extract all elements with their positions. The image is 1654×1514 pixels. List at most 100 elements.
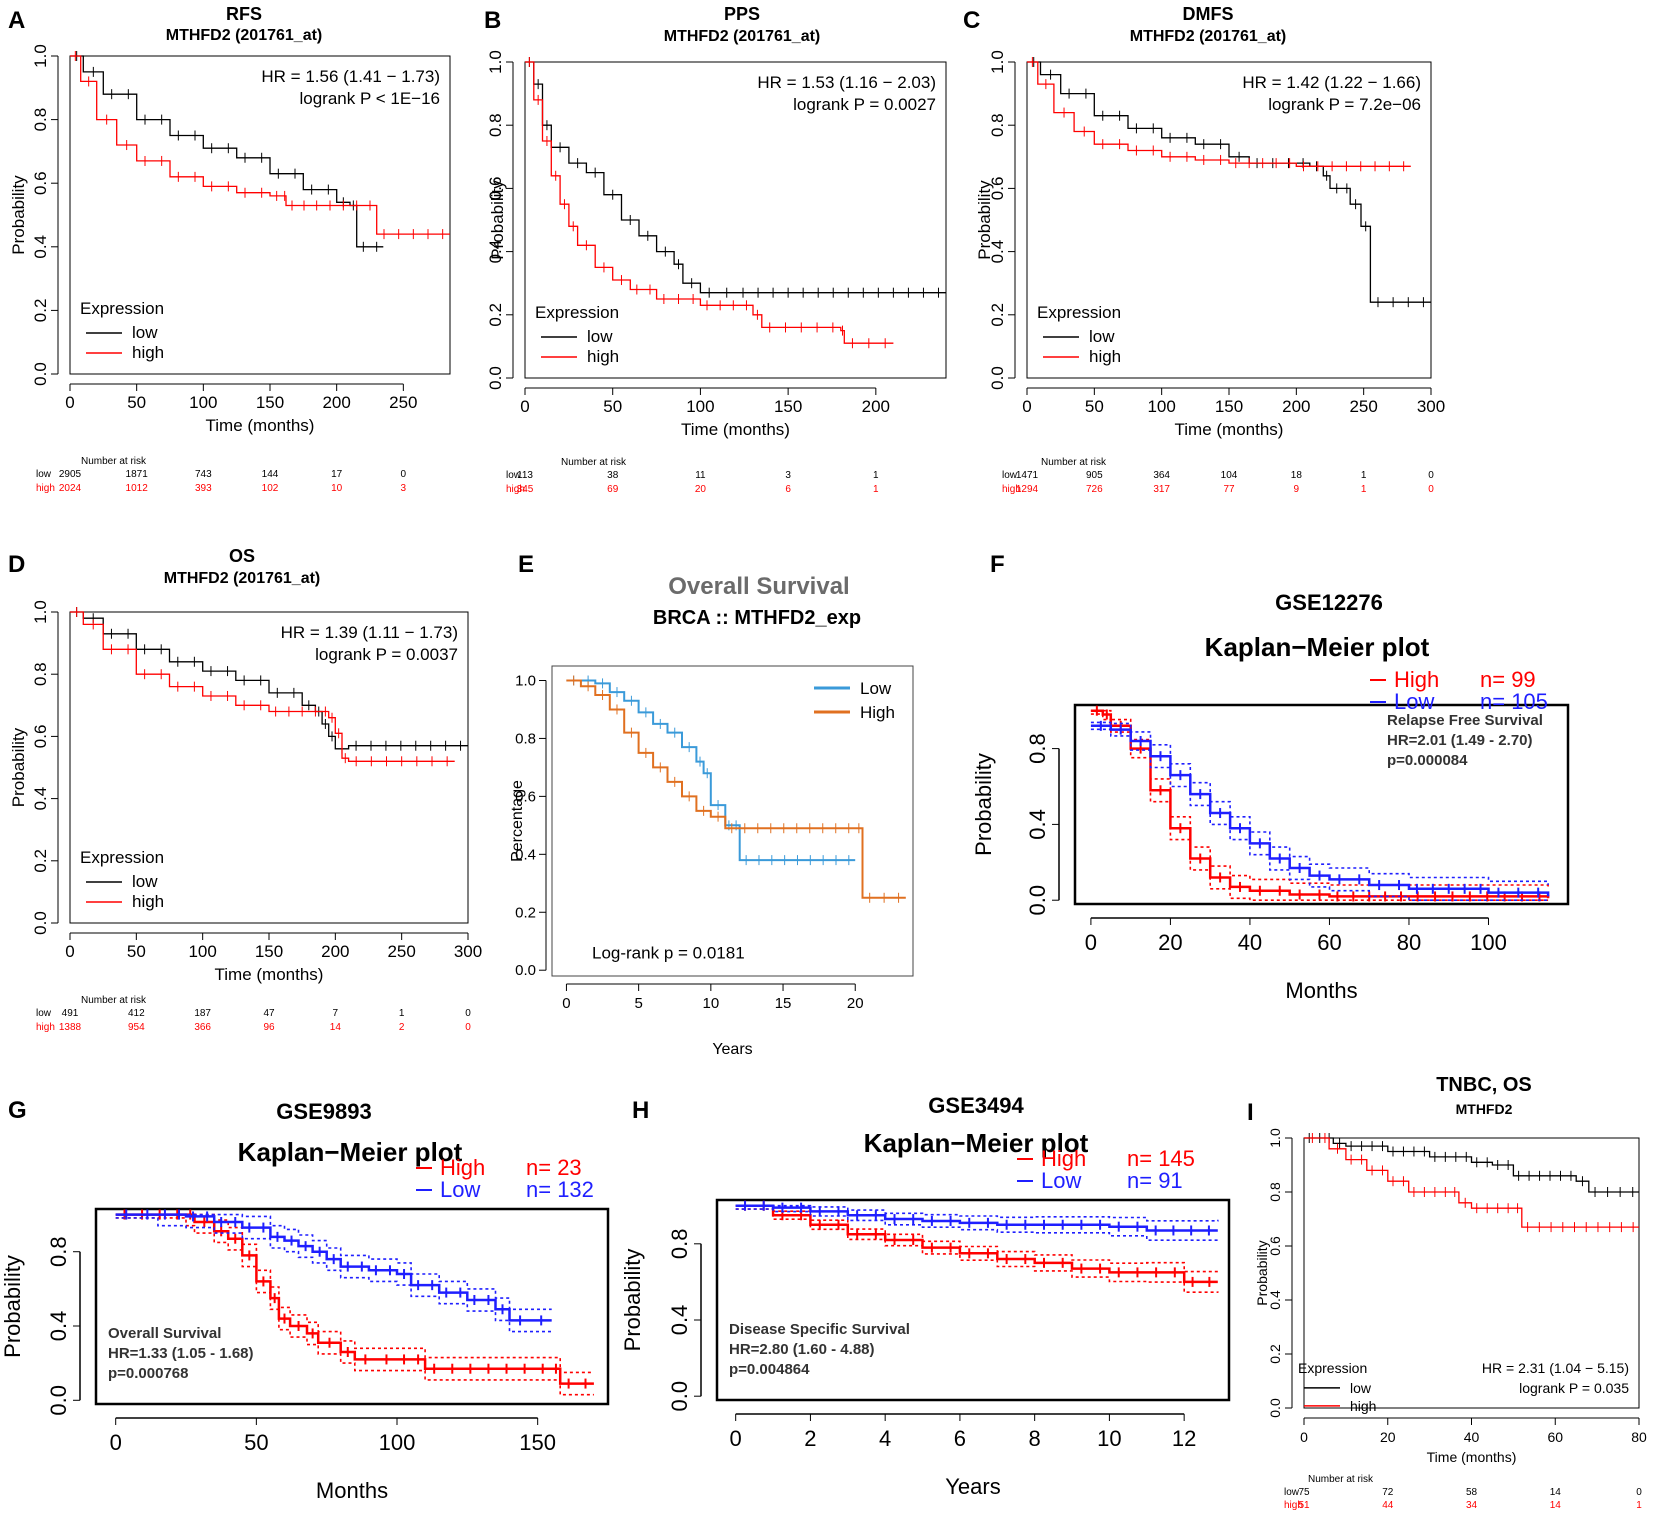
y-tick-label: 1.0 bbox=[515, 672, 536, 689]
y-tick-label: 0.0 bbox=[1267, 1398, 1283, 1418]
risk-value-high: 96 bbox=[263, 1022, 275, 1033]
risk-value-high: 393 bbox=[195, 483, 212, 494]
x-tick-label: 150 bbox=[774, 397, 802, 416]
ci-high bbox=[115, 1213, 594, 1374]
risk-value-low: 113 bbox=[517, 470, 533, 481]
risk-value-high: 1 bbox=[1636, 1500, 1642, 1511]
x-axis-label: Years bbox=[712, 1041, 752, 1058]
y-tick-label: 0.4 bbox=[667, 1305, 692, 1336]
risk-value-low: 412 bbox=[128, 1008, 145, 1019]
risk-value-high: 6 bbox=[785, 484, 791, 495]
legend-label-High: High bbox=[1394, 667, 1439, 692]
panel-F: F GSE12276 Kaplan−Meier plot 0 20 40 60 80 100 Mo… bbox=[971, 551, 1570, 1003]
legend-n-Low: n= 132 bbox=[526, 1177, 594, 1202]
x-tick-label: 0 bbox=[730, 1426, 742, 1451]
panel-letter-B: B bbox=[484, 7, 501, 34]
x-tick-label: 50 bbox=[603, 397, 622, 416]
risk-value-high: 954 bbox=[128, 1022, 145, 1033]
x-tick-label: 100 bbox=[686, 397, 714, 416]
panel-subtitle-I: MTHFD2 bbox=[1456, 1101, 1513, 1117]
x-tick-label: 300 bbox=[1417, 397, 1445, 416]
x-tick-label: 0 bbox=[110, 1430, 122, 1455]
risk-value-low: 3 bbox=[785, 470, 791, 481]
legend-title: Expression bbox=[80, 848, 164, 867]
panel-letter-A: A bbox=[8, 7, 25, 34]
x-tick-label: 100 bbox=[1470, 930, 1507, 955]
panel-letter-F: F bbox=[990, 551, 1005, 578]
risk-value-high: 2024 bbox=[59, 483, 82, 494]
risk-value-low: 0 bbox=[1636, 1487, 1642, 1498]
curve-low bbox=[735, 1204, 1218, 1232]
plot-frame bbox=[1303, 1137, 1640, 1409]
x-tick-label: 0 bbox=[1300, 1429, 1308, 1445]
curve-low bbox=[1090, 724, 1550, 897]
annotation-line: HR=2.80 (1.60 - 4.88) bbox=[729, 1341, 875, 1358]
logrank-text: Log-rank p = 0.0181 bbox=[592, 944, 745, 963]
legend-title: Expression bbox=[535, 303, 619, 322]
risk-title: Number at risk bbox=[81, 456, 147, 467]
risk-value-high: 14 bbox=[330, 1022, 342, 1033]
risk-value-low: 58 bbox=[1466, 1487, 1478, 1498]
x-tick-label: 20 bbox=[847, 995, 864, 1012]
x-tick-label: 40 bbox=[1238, 930, 1262, 955]
risk-row-label-high: high bbox=[36, 483, 55, 494]
risk-value-high: 0 bbox=[465, 1022, 471, 1033]
x-tick-label: 200 bbox=[862, 397, 890, 416]
x-tick-label: 200 bbox=[322, 393, 350, 412]
risk-value-high: 726 bbox=[1086, 484, 1103, 495]
risk-value-high: 9 bbox=[1294, 484, 1300, 495]
risk-value-high: 10 bbox=[331, 483, 343, 494]
x-tick-label: 0 bbox=[1022, 397, 1031, 416]
panel-title-I: TNBC, OS bbox=[1436, 1074, 1532, 1096]
x-tick-label: 80 bbox=[1397, 930, 1421, 955]
curve-high bbox=[115, 1213, 594, 1385]
x-tick-label: 100 bbox=[188, 942, 216, 961]
risk-value-low: 0 bbox=[465, 1008, 471, 1019]
x-tick-label: 200 bbox=[1282, 397, 1310, 416]
y-axis-label: Probability bbox=[975, 180, 994, 260]
risk-value-high: 345 bbox=[517, 484, 534, 495]
legend-label-High: High bbox=[440, 1155, 485, 1180]
y-axis-label: Probability bbox=[9, 727, 28, 807]
legend-label-high: high bbox=[132, 892, 164, 911]
panel-title-C: DMFS bbox=[1183, 4, 1234, 24]
y-tick-label: 0.2 bbox=[486, 303, 505, 327]
risk-row-label-low: low bbox=[36, 1008, 52, 1019]
ci-low bbox=[735, 1208, 1219, 1242]
x-tick-label: 10 bbox=[1097, 1426, 1121, 1451]
x-tick-label: 0 bbox=[65, 942, 74, 961]
x-tick-label: 12 bbox=[1172, 1426, 1196, 1451]
y-tick-label: 0.8 bbox=[486, 113, 505, 137]
risk-value-low: 18 bbox=[1291, 470, 1303, 481]
y-tick-label: 0.2 bbox=[31, 299, 50, 323]
x-tick-label: 20 bbox=[1380, 1429, 1396, 1445]
risk-value-low: 1 bbox=[873, 470, 879, 481]
x-axis-label: Months bbox=[1285, 978, 1357, 1003]
legend-n-High: n= 99 bbox=[1480, 667, 1536, 692]
risk-value-high: 34 bbox=[1466, 1500, 1478, 1511]
x-tick-label: 100 bbox=[1147, 397, 1175, 416]
risk-value-low: 72 bbox=[1382, 1487, 1394, 1498]
panel-title-A: RFS bbox=[226, 4, 262, 24]
risk-value-low: 75 bbox=[1298, 1487, 1310, 1498]
annotation-line: Relapse Free Survival bbox=[1387, 712, 1543, 729]
y-tick-label: 0.4 bbox=[486, 240, 505, 264]
panel-letter-G: G bbox=[8, 1097, 27, 1124]
risk-row-label-low: low bbox=[1284, 1487, 1300, 1498]
annotation-line: Overall Survival bbox=[108, 1325, 221, 1342]
panel-subtitle-H: Kaplan−Meier plot bbox=[864, 1128, 1089, 1158]
plot-frame bbox=[524, 61, 947, 379]
x-tick-label: 40 bbox=[1464, 1429, 1480, 1445]
x-tick-label: 0 bbox=[1085, 930, 1097, 955]
risk-value-low: 0 bbox=[1428, 470, 1434, 481]
plot-frame bbox=[551, 665, 914, 977]
x-tick-label: 4 bbox=[879, 1426, 891, 1451]
y-tick-label: 0.4 bbox=[1025, 809, 1050, 840]
y-tick-label: 0.0 bbox=[515, 962, 536, 979]
annotation-line: p=0.000768 bbox=[108, 1365, 189, 1382]
x-tick-label: 50 bbox=[244, 1430, 268, 1455]
risk-value-low: 104 bbox=[1221, 470, 1238, 481]
panel-subtitle-A: MTHFD2 (201761_at) bbox=[166, 27, 323, 44]
risk-title: Number at risk bbox=[81, 995, 147, 1006]
